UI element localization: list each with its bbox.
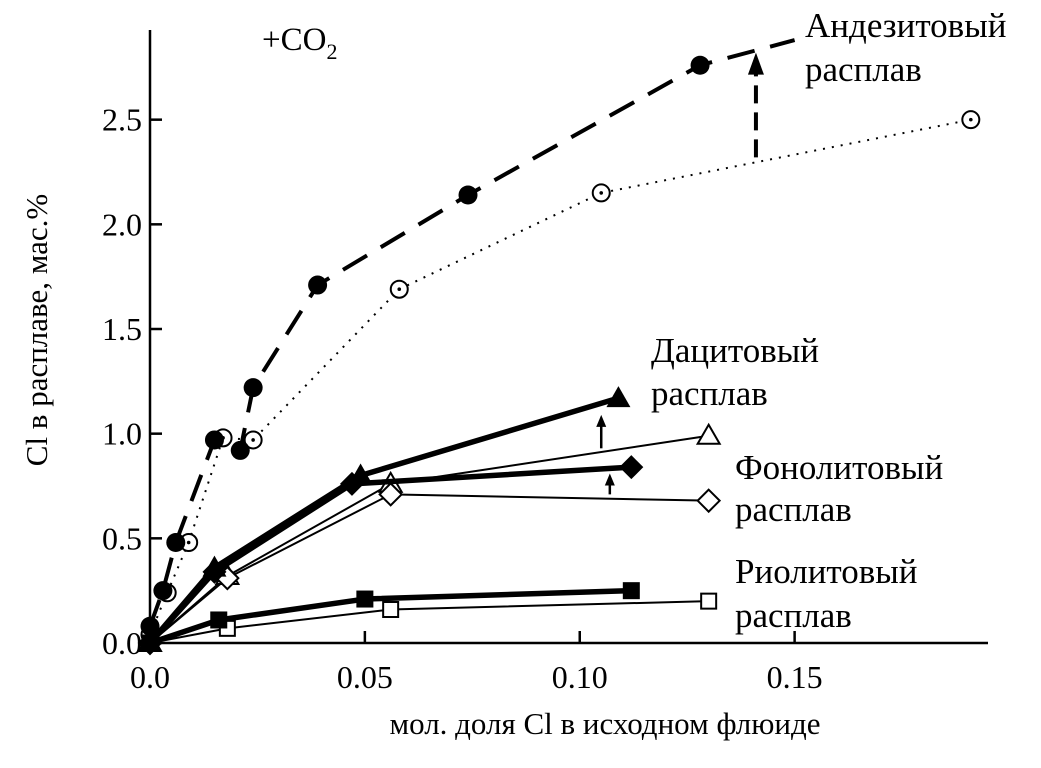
shift-arrow-head bbox=[604, 473, 615, 486]
rhyolite-point bbox=[382, 601, 400, 619]
x-tick-label: 0.15 bbox=[767, 659, 823, 695]
dacite-label-line1: Дацитовый bbox=[651, 331, 819, 370]
plot-area bbox=[137, 38, 981, 656]
y-tick-label: 1.5 bbox=[102, 311, 142, 347]
andesite-point-dot bbox=[599, 191, 604, 195]
andesite-co2-point bbox=[458, 185, 478, 205]
shift-arrow-2 bbox=[604, 473, 615, 495]
x-tick-label: 0.10 bbox=[552, 659, 608, 695]
phonolite-label-line2: расплав bbox=[735, 490, 852, 529]
andesite-co2-point bbox=[204, 430, 224, 450]
rhyolite-co2-point bbox=[356, 590, 374, 608]
x-tick-label: 0.0 bbox=[130, 659, 170, 695]
co2-annotation: +CO2 bbox=[262, 22, 337, 64]
annotations: +CO2 Андезитовый расплав Дацитовый распл… bbox=[19, 6, 1006, 741]
rhyolite-co2-point bbox=[210, 611, 228, 629]
andesite-series bbox=[140, 110, 981, 645]
x-axis-title: мол. доля Cl в исходном флюиде bbox=[389, 706, 820, 741]
phonolite-line bbox=[149, 493, 709, 644]
andesite-point-dot bbox=[251, 438, 255, 442]
shift-arrow-0 bbox=[747, 52, 764, 158]
phonolite-point bbox=[696, 488, 722, 514]
phonolite-co2-point bbox=[619, 455, 644, 480]
phonolite-co2-point bbox=[202, 559, 227, 584]
phonolite-co2-point bbox=[339, 471, 364, 496]
y-tick-label: 2.5 bbox=[102, 102, 142, 138]
y-axis-title: Cl в расплаве, мас.% bbox=[19, 194, 54, 466]
andesite-point-dot bbox=[186, 540, 191, 545]
shift-arrow-head bbox=[747, 52, 764, 75]
rhyolite-label-line1: Риолитовый bbox=[735, 552, 918, 591]
shift-arrow-1 bbox=[596, 414, 607, 449]
phonolite-co2-line bbox=[147, 464, 632, 645]
andesite-co2-point bbox=[308, 275, 328, 295]
rhyolite-co2-series bbox=[141, 582, 640, 652]
dacite-point bbox=[695, 422, 722, 445]
shift-arrow-head bbox=[596, 414, 607, 427]
phonolite-point bbox=[378, 481, 404, 507]
y-tick-label: 0.5 bbox=[102, 520, 142, 556]
y-tick-label: 0.0 bbox=[102, 625, 142, 661]
rhyolite-line bbox=[149, 600, 709, 644]
andesite-co2-point bbox=[230, 440, 250, 460]
dacite-label-line2: расплав bbox=[651, 374, 768, 413]
andesite-label-line1: Андезитовый bbox=[805, 6, 1006, 45]
andesite-co2-line bbox=[148, 38, 796, 627]
axes: 0.0 0.5 1.0 1.5 2.0 2.5 0.0 0.05 0.10 0.15 bbox=[102, 30, 988, 695]
andesite-co2-point bbox=[690, 55, 710, 75]
rhyolite-label-line2: расплав bbox=[735, 596, 852, 635]
rhyolite-co2-point bbox=[622, 582, 640, 600]
dacite-co2-point bbox=[606, 386, 631, 408]
andesite-co2-point bbox=[243, 378, 263, 398]
x-tick-label: 0.05 bbox=[337, 659, 393, 695]
andesite-co2-point bbox=[153, 581, 173, 601]
andesite-point-dot bbox=[397, 287, 402, 292]
rhyolite-point bbox=[700, 592, 718, 610]
andesite-point-dot bbox=[969, 117, 973, 122]
phonolite-label-line1: Фонолитовый bbox=[735, 448, 943, 487]
rhyolite-co2-line bbox=[149, 587, 632, 646]
andesite-label-line2: расплав bbox=[805, 50, 922, 89]
andesite-co2-point bbox=[166, 533, 186, 553]
y-tick-label: 2.0 bbox=[102, 206, 142, 242]
y-tick-label: 1.0 bbox=[102, 416, 142, 452]
